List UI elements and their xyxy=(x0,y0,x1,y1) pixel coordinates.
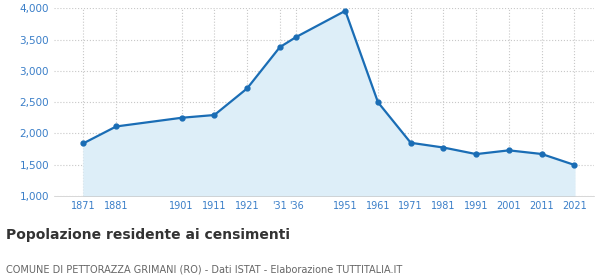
Text: Popolazione residente ai censimenti: Popolazione residente ai censimenti xyxy=(6,228,290,242)
Text: COMUNE DI PETTORAZZA GRIMANI (RO) - Dati ISTAT - Elaborazione TUTTITALIA.IT: COMUNE DI PETTORAZZA GRIMANI (RO) - Dati… xyxy=(6,265,402,275)
